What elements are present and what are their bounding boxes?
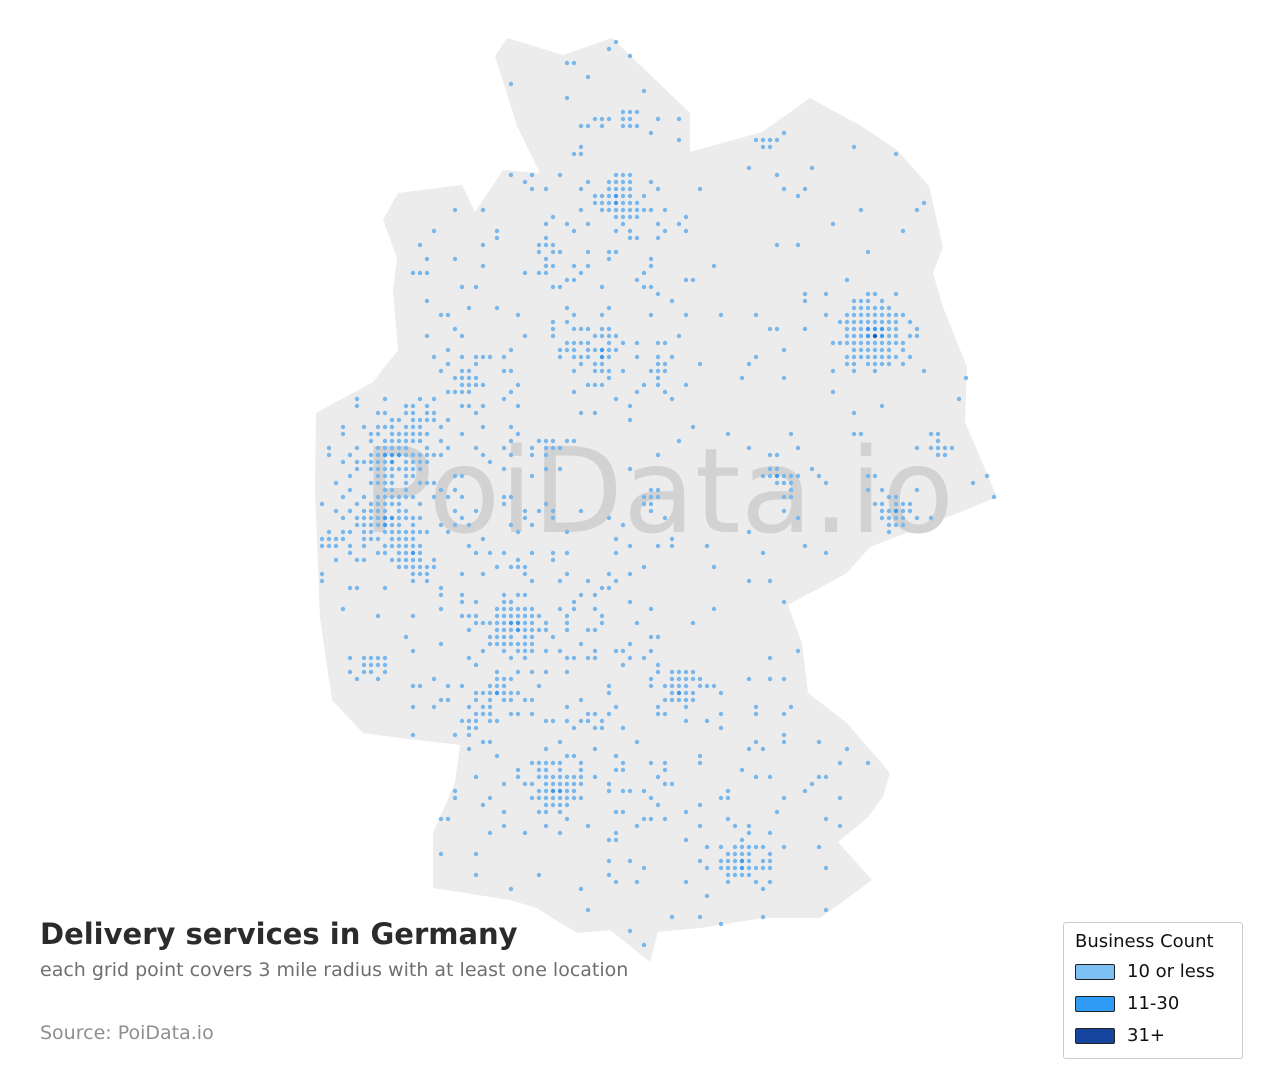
legend-label-low: 10 or less	[1127, 961, 1215, 982]
legend-title: Business Count	[1075, 931, 1214, 952]
legend-swatch-mid	[1075, 995, 1115, 1012]
legend-label-mid: 11-30	[1127, 993, 1180, 1015]
dots-layer	[319, 39, 997, 948]
legend-row-low: 10 or less	[1075, 959, 1231, 984]
chart-title: Delivery services in Germany	[40, 917, 518, 951]
chart-subtitle: each grid point covers 3 mile radius wit…	[40, 959, 629, 981]
legend-label-high: 31+	[1127, 1025, 1165, 1047]
legend-swatch-low	[1075, 963, 1115, 980]
legend-row-high: 31+	[1075, 1023, 1231, 1048]
legend: Business Count 10 or less 11-30 31+	[1063, 922, 1243, 1059]
legend-swatch-high	[1075, 1027, 1115, 1044]
germany-outline	[315, 38, 997, 962]
legend-row-mid: 11-30	[1075, 991, 1231, 1016]
source-credit: Source: PoiData.io	[40, 1022, 214, 1044]
